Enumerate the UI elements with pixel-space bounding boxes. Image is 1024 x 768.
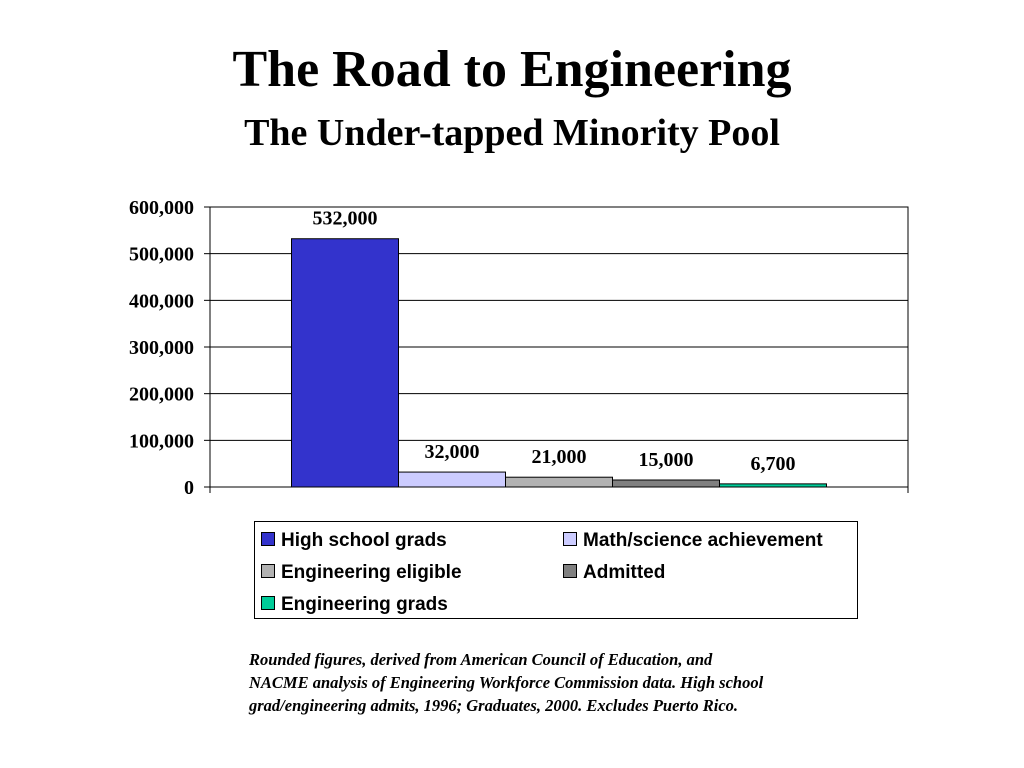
legend-label: Engineering grads — [281, 594, 448, 615]
data-label: 532,000 — [313, 208, 378, 230]
legend-swatch — [563, 531, 577, 546]
bar-math-science-achievement — [398, 471, 506, 488]
legend-swatch — [261, 531, 275, 546]
caption-line: Rounded figures, derived from American C… — [249, 650, 713, 669]
data-label: 6,700 — [751, 453, 796, 475]
caption-line: grad/engineering admits, 1996; Graduates… — [249, 696, 739, 715]
y-tick-label: 300,000 — [129, 337, 194, 359]
legend-swatch — [261, 595, 275, 610]
bar-engineering-eligible — [505, 476, 613, 488]
y-tick-label: 400,000 — [129, 290, 194, 312]
chart-subtitle: The Under-tapped Minority Pool — [244, 112, 780, 154]
legend-item-engineering-grads: Engineering grads — [261, 593, 448, 617]
legend-swatch — [563, 563, 577, 578]
legend-item-engineering-eligible: Engineering eligible — [261, 561, 462, 585]
data-label: 32,000 — [425, 441, 480, 463]
legend-label: Math/science achievement — [583, 530, 823, 551]
legend-label: Admitted — [583, 562, 666, 583]
y-tick-label: 100,000 — [129, 430, 194, 452]
bar-high-school-grads — [291, 238, 399, 488]
legend-item-admitted: Admitted — [563, 561, 665, 585]
legend-label: Engineering eligible — [281, 562, 462, 583]
caption-line: NACME analysis of Engineering Workforce … — [249, 673, 764, 692]
y-tick-label: 0 — [184, 477, 194, 499]
legend-item-math-science-achievement: Math/science achievement — [563, 529, 823, 553]
legend-item-high-school-grads: High school grads — [261, 529, 447, 553]
data-label: 15,000 — [639, 449, 694, 471]
data-label: 21,000 — [532, 446, 587, 468]
legend-label: High school grads — [281, 530, 447, 551]
source-caption: Rounded figures, derived from American C… — [249, 648, 889, 717]
y-tick-label: 200,000 — [129, 384, 194, 406]
bar-admitted — [612, 479, 720, 488]
y-tick-label: 600,000 — [129, 197, 194, 219]
legend-swatch — [261, 563, 275, 578]
chart-legend: High school grads Math/science achieveme… — [254, 521, 858, 619]
bar-engineering-grads — [719, 483, 827, 488]
y-tick-label: 500,000 — [129, 244, 194, 266]
chart-title: The Road to Engineering — [232, 41, 792, 98]
